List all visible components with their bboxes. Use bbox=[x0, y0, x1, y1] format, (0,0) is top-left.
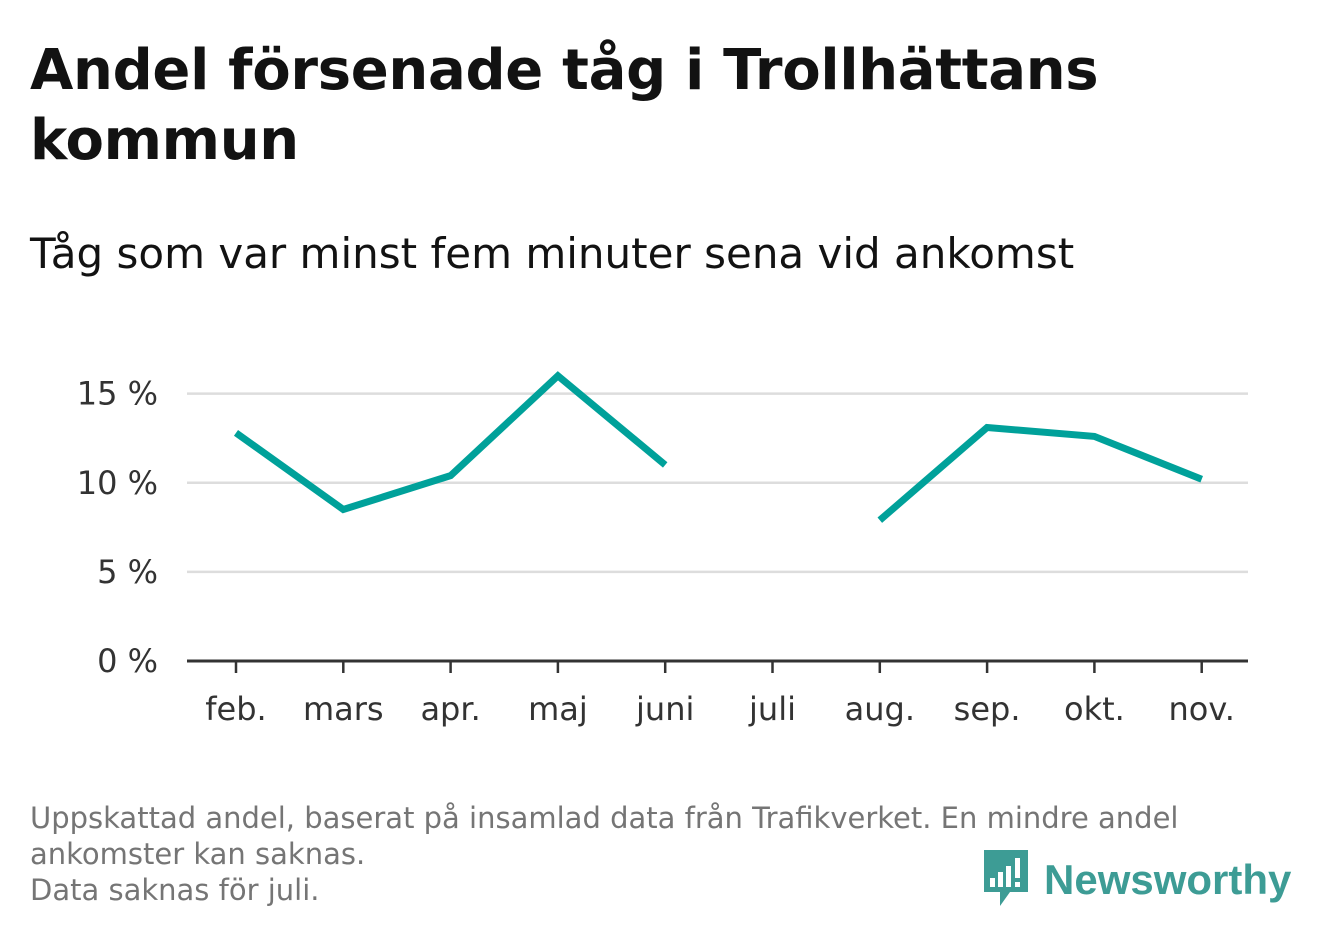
footnote-line: ankomster kan saknas. bbox=[30, 837, 366, 871]
series-line bbox=[877, 423, 1203, 523]
chart-subtitle: Tåg som var minst fem minuter sena vid a… bbox=[30, 229, 1075, 278]
brand-logo: Newsworthy bbox=[980, 848, 1291, 912]
series-layer bbox=[233, 371, 1203, 523]
chart-title: Andel försenade tåg i Trollhättans kommu… bbox=[30, 38, 1099, 173]
x-tick-label: sep. bbox=[954, 690, 1021, 728]
footnote: Uppskattad andel, baserat på insamlad da… bbox=[30, 800, 1290, 908]
gridlines bbox=[187, 392, 1248, 574]
newsworthy-logo-icon bbox=[984, 850, 1028, 906]
x-tick-label: okt. bbox=[1064, 690, 1125, 728]
y-tick-label: 10 % bbox=[77, 464, 158, 502]
x-tick-label: maj bbox=[528, 690, 588, 728]
y-tick-label: 5 % bbox=[97, 553, 158, 591]
x-tick-label: juni bbox=[635, 690, 694, 728]
y-tick-label: 15 % bbox=[77, 375, 158, 413]
y-tick-label: 0 % bbox=[97, 642, 158, 680]
x-tick-label: nov. bbox=[1168, 690, 1234, 728]
x-tick-label: mars bbox=[303, 690, 384, 728]
x-axis bbox=[187, 659, 1248, 673]
x-tick-label: feb. bbox=[205, 690, 266, 728]
series-line bbox=[233, 371, 668, 514]
brand-name: Newsworthy bbox=[1044, 856, 1292, 903]
footnote-line: Data saknas för juli. bbox=[30, 873, 320, 907]
x-tick-label: apr. bbox=[420, 690, 480, 728]
footnote-line: Uppskattad andel, baserat på insamlad da… bbox=[30, 801, 1179, 835]
x-tick-label: juli bbox=[748, 690, 796, 728]
tick-labels: 0 % 5 % 10 % 15 % feb. mars apr. maj juni juli aug… bbox=[77, 375, 1235, 728]
x-tick-label: aug. bbox=[845, 690, 915, 728]
